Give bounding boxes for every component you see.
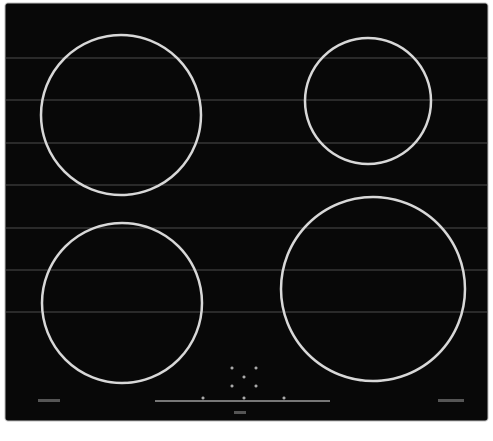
control-dot[interactable] [254, 366, 258, 370]
control-dot[interactable] [230, 366, 234, 370]
control-dot[interactable] [242, 375, 246, 379]
reflections [6, 57, 487, 313]
right-marking [438, 399, 464, 402]
zone-front-left [40, 221, 204, 385]
zone-front-left-top [39, 33, 203, 197]
control-panel [38, 366, 464, 414]
control-dot[interactable] [242, 396, 246, 400]
brand-marking [234, 411, 246, 414]
control-dot[interactable] [230, 384, 234, 388]
cooking-zones [39, 33, 467, 385]
control-dot[interactable] [201, 396, 205, 400]
zone-rear-right [303, 36, 433, 166]
zone-front-right [279, 195, 467, 383]
control-dot[interactable] [282, 396, 286, 400]
glass-surface [4, 2, 489, 422]
control-dot[interactable] [254, 384, 258, 388]
left-marking [38, 399, 60, 402]
